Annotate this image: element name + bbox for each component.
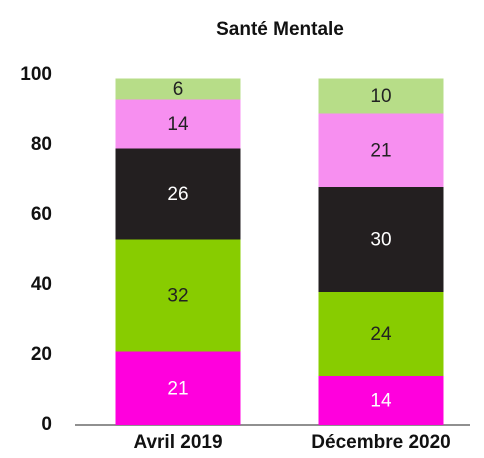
y-tick-label: 40 — [31, 274, 52, 295]
y-tick-label: 80 — [31, 134, 52, 155]
data-label: 26 — [167, 184, 188, 205]
data-label: 24 — [370, 324, 392, 345]
y-tick-label: 0 — [41, 414, 52, 435]
bar-segment — [318, 292, 444, 376]
bar-segment — [115, 351, 241, 425]
chart-title: Santé Mentale — [216, 19, 344, 40]
data-label: 14 — [370, 391, 392, 412]
data-label: 21 — [370, 140, 391, 161]
bar-segment — [115, 239, 241, 352]
bar-segment — [318, 78, 444, 114]
x-tick-label: Avril 2019 — [133, 432, 222, 453]
bar-segment — [115, 78, 241, 100]
bar-segment — [318, 113, 444, 187]
bar-segment — [115, 148, 241, 240]
bar-segment — [318, 376, 444, 425]
bar-segment — [115, 99, 241, 149]
data-label: 10 — [370, 86, 391, 107]
data-label: 14 — [167, 114, 189, 135]
y-tick-label: 100 — [20, 64, 52, 85]
y-tick-label: 60 — [31, 204, 52, 225]
data-label: 21 — [167, 378, 188, 399]
bar-segment — [318, 187, 444, 292]
data-label: 6 — [173, 79, 184, 100]
data-label: 30 — [370, 230, 391, 251]
x-tick-label: Décembre 2020 — [311, 432, 450, 453]
y-tick-label: 20 — [31, 344, 52, 365]
data-label: 32 — [167, 286, 188, 307]
